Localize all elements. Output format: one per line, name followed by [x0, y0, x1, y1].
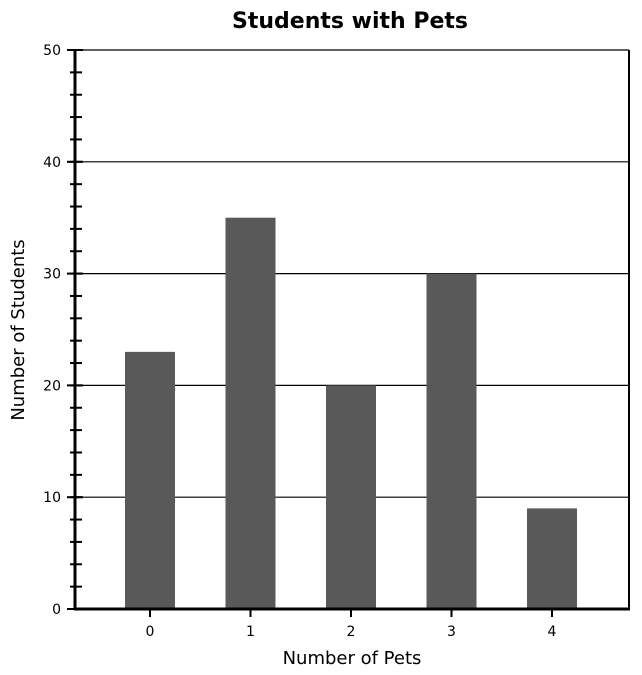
- y-tick-label: 30: [43, 267, 61, 283]
- x-axis-label: Number of Pets: [283, 648, 422, 669]
- x-tick-label: 0: [146, 624, 155, 640]
- x-tick-label: 1: [246, 624, 255, 640]
- x-tick-label: 2: [347, 624, 356, 640]
- bar: [125, 351, 175, 609]
- x-tick-label: 4: [548, 624, 557, 640]
- y-tick-label: 40: [43, 155, 61, 171]
- x-tick-label: 3: [447, 624, 456, 640]
- chart-title: Students with Pets: [232, 9, 468, 34]
- x-ticks: 0 1 2 3 4: [146, 609, 557, 640]
- y-axis-label: Number of Students: [8, 239, 29, 420]
- y-tick-label: 10: [43, 490, 61, 506]
- bars: [125, 217, 577, 609]
- bar: [426, 273, 477, 609]
- y-tick-label: 20: [43, 378, 61, 394]
- y-ticks: 0 10 20 30 40 50: [43, 43, 83, 618]
- y-tick-label: 50: [43, 43, 61, 59]
- bar: [225, 217, 276, 609]
- bar: [326, 385, 376, 609]
- bar: [527, 508, 577, 609]
- y-tick-label: 0: [52, 602, 61, 618]
